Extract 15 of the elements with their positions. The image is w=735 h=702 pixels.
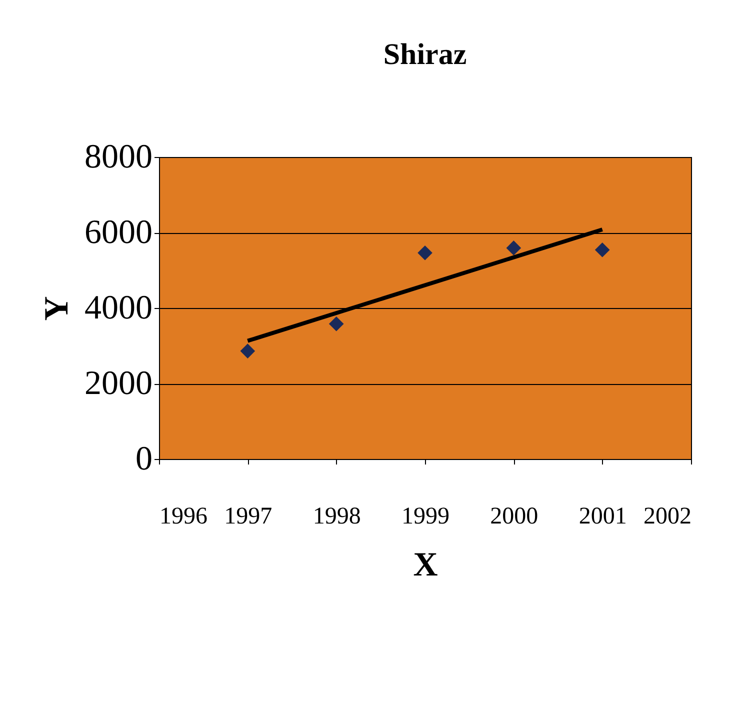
x-tick-label: 1997 <box>224 504 272 530</box>
x-axis-title: X <box>413 546 438 584</box>
x-tick-label: 2001 <box>578 504 627 530</box>
y-tick-label: 8000 <box>84 138 152 176</box>
y-tick-label: 2000 <box>84 365 152 402</box>
x-tick-label: 2000 <box>490 504 538 530</box>
y-tick-label: 4000 <box>84 290 152 326</box>
y-axis-title: Y <box>38 296 76 321</box>
x-tick-label: 1999 <box>402 504 450 530</box>
chart-title: Shiraz <box>383 38 467 71</box>
x-tick-label: 1998 <box>312 504 361 530</box>
y-tick-label: 6000 <box>84 214 152 251</box>
y-tick-label: 0 <box>136 440 152 478</box>
x-tick-label: 1996 <box>160 504 208 530</box>
x-tick-label: 2002 <box>644 504 692 530</box>
